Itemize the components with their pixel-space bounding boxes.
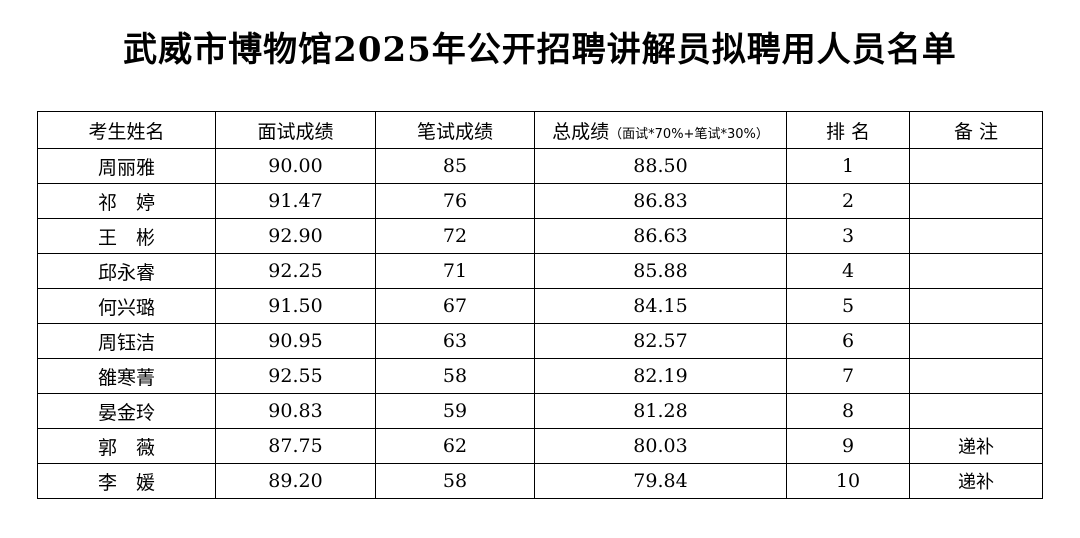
candidate-table: 考生姓名 面试成绩 笔试成绩 总成绩（面试*70%+笔试*30%） 排 名 备 … (37, 111, 1043, 499)
cell-remark (909, 393, 1043, 429)
cell-name: 郭 薇 (37, 428, 216, 464)
cell-name: 邱永睿 (37, 253, 216, 289)
cell-written-score: 58 (375, 358, 535, 394)
cell-total-score: 79.84 (534, 463, 787, 499)
cell-rank: 10 (786, 463, 910, 499)
cell-remark (909, 323, 1043, 359)
table-row: 晏金玲 90.83 59 81.28 8 (37, 393, 1043, 429)
cell-written-score: 67 (375, 288, 535, 324)
cell-name: 何兴璐 (37, 288, 216, 324)
cell-written-score: 62 (375, 428, 535, 464)
header-total-score: 总成绩（面试*70%+笔试*30%） (534, 111, 787, 149)
cell-remark (909, 148, 1043, 184)
cell-interview-score: 90.95 (215, 323, 376, 359)
cell-rank: 5 (786, 288, 910, 324)
cell-interview-score: 90.83 (215, 393, 376, 429)
cell-written-score: 76 (375, 183, 535, 219)
cell-name: 晏金玲 (37, 393, 216, 429)
header-interview-score: 面试成绩 (215, 111, 376, 149)
cell-total-score: 86.83 (534, 183, 787, 219)
cell-total-score: 82.19 (534, 358, 787, 394)
table-row: 郭 薇 87.75 62 80.03 9 递补 (37, 428, 1043, 464)
cell-rank: 1 (786, 148, 910, 184)
header-rank: 排 名 (786, 111, 910, 149)
cell-interview-score: 87.75 (215, 428, 376, 464)
cell-rank: 8 (786, 393, 910, 429)
table-row: 王 彬 92.90 72 86.63 3 (37, 218, 1043, 254)
cell-interview-score: 91.50 (215, 288, 376, 324)
cell-name: 祁 婷 (37, 183, 216, 219)
header-total-label: 总成绩 (552, 120, 610, 143)
cell-total-score: 88.50 (534, 148, 787, 184)
cell-total-score: 85.88 (534, 253, 787, 289)
cell-written-score: 58 (375, 463, 535, 499)
cell-written-score: 59 (375, 393, 535, 429)
cell-name: 周丽雅 (37, 148, 216, 184)
cell-written-score: 85 (375, 148, 535, 184)
table-row: 何兴璐 91.50 67 84.15 5 (37, 288, 1043, 324)
cell-rank: 9 (786, 428, 910, 464)
cell-remark (909, 218, 1043, 254)
cell-total-score: 80.03 (534, 428, 787, 464)
cell-remark: 递补 (909, 463, 1043, 499)
cell-total-score: 86.63 (534, 218, 787, 254)
cell-remark (909, 253, 1043, 289)
cell-rank: 3 (786, 218, 910, 254)
cell-interview-score: 92.25 (215, 253, 376, 289)
cell-rank: 6 (786, 323, 910, 359)
cell-remark (909, 358, 1043, 394)
cell-written-score: 71 (375, 253, 535, 289)
cell-rank: 2 (786, 183, 910, 219)
cell-interview-score: 91.47 (215, 183, 376, 219)
cell-name: 李 媛 (37, 463, 216, 499)
header-written-score: 笔试成绩 (375, 111, 535, 149)
cell-rank: 7 (786, 358, 910, 394)
table-row: 李 媛 89.20 58 79.84 10 递补 (37, 463, 1043, 499)
cell-name: 王 彬 (37, 218, 216, 254)
cell-total-score: 82.57 (534, 323, 787, 359)
table-row: 雒寒菁 92.55 58 82.19 7 (37, 358, 1043, 394)
table-row: 祁 婷 91.47 76 86.83 2 (37, 183, 1043, 219)
cell-name: 雒寒菁 (37, 358, 216, 394)
header-remark: 备 注 (909, 111, 1043, 149)
cell-total-score: 81.28 (534, 393, 787, 429)
cell-written-score: 63 (375, 323, 535, 359)
cell-interview-score: 89.20 (215, 463, 376, 499)
cell-interview-score: 92.55 (215, 358, 376, 394)
cell-interview-score: 92.90 (215, 218, 376, 254)
header-total-formula: （面试*70%+笔试*30%） (609, 126, 769, 142)
table-row: 邱永睿 92.25 71 85.88 4 (37, 253, 1043, 289)
cell-name: 周钰洁 (37, 323, 216, 359)
cell-interview-score: 90.00 (215, 148, 376, 184)
cell-remark (909, 288, 1043, 324)
cell-written-score: 72 (375, 218, 535, 254)
cell-rank: 4 (786, 253, 910, 289)
header-name: 考生姓名 (37, 111, 216, 149)
table-header-row: 考生姓名 面试成绩 笔试成绩 总成绩（面试*70%+笔试*30%） 排 名 备 … (37, 111, 1043, 149)
cell-remark: 递补 (909, 428, 1043, 464)
cell-total-score: 84.15 (534, 288, 787, 324)
table-row: 周钰洁 90.95 63 82.57 6 (37, 323, 1043, 359)
cell-remark (909, 183, 1043, 219)
page-title: 武威市博物馆2025年公开招聘讲解员拟聘用人员名单 (123, 30, 957, 70)
table-row: 周丽雅 90.00 85 88.50 1 (37, 148, 1043, 184)
